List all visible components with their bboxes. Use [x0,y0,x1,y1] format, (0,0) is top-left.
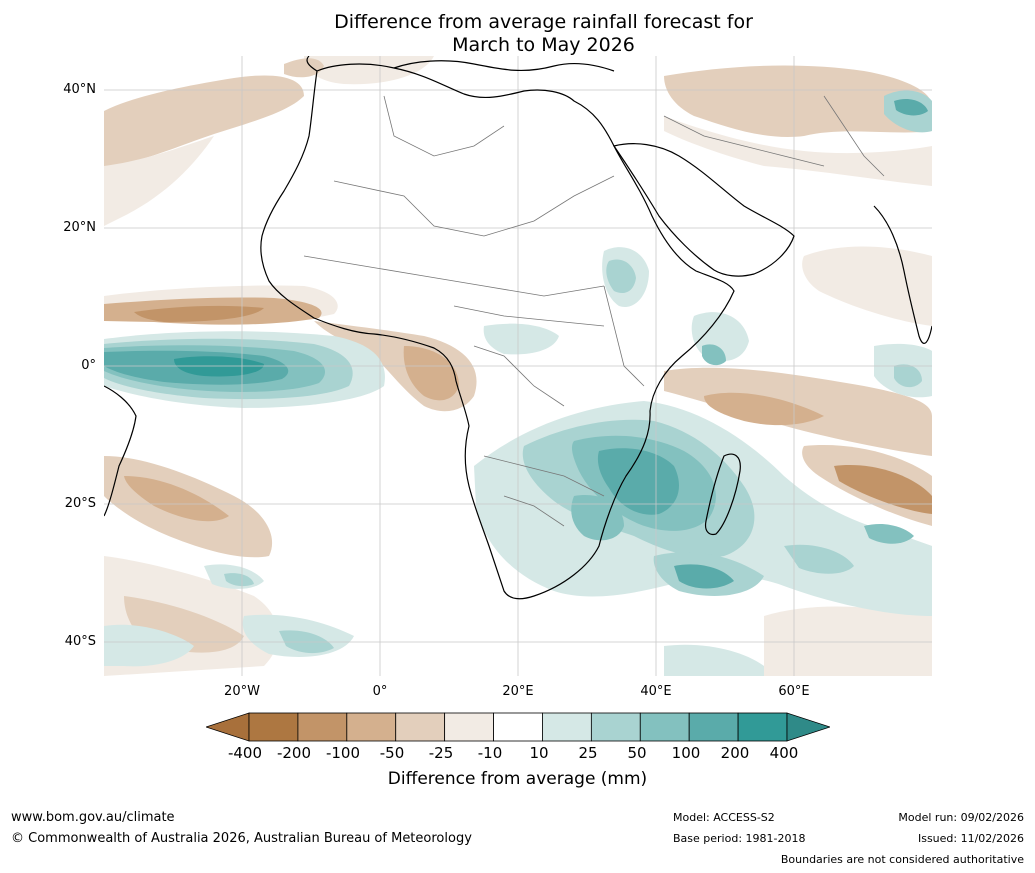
wet-anomaly-central-africa [483,323,559,355]
lat-label-40n: 40°N [63,82,96,97]
coastlines [104,56,932,600]
colorbar-label: Difference from average (mm) [387,769,648,789]
dry-anomaly-gulf-of-guinea-strong [403,346,459,401]
wet-anomaly-mozambique-south [571,495,624,541]
boundary-sahel [303,255,605,297]
colorbar-tick: 50 [627,744,647,762]
dry-anomaly-north-atlantic-light-2 [304,56,434,85]
wet-anomaly-south-indian-ocean-strong [674,564,734,589]
map-canvas [104,56,932,676]
boundary-north-africa [383,95,505,157]
india-coastline [873,205,932,344]
dry-anomaly-south-atlantic-strong [124,476,229,522]
boundary-southern-africa-1 [483,455,605,497]
chart-title-line-1: Difference from average rainfall forecas… [334,11,753,33]
lat-label-20n: 20°N [63,220,96,235]
colorbar-extend-low [206,712,250,742]
colorbar-tick: 400 [769,744,799,762]
wet-anomaly-east-indian-ocean-2 [864,524,914,544]
boundary-congo [473,345,565,407]
anomaly-shading [104,56,932,676]
colorbar-segment [493,712,543,742]
footer-model: Model: ACCESS-S2 [673,811,775,824]
lat-label-20s: 20°S [64,496,96,511]
dry-anomaly-equatorial-atlantic-strong [134,305,264,322]
colorbar-tick: -50 [379,744,405,762]
dry-anomaly-southwest-indian-ocean-strong [834,465,932,514]
colorbar-segment [639,712,690,742]
wet-anomaly-southern-ocean-west [104,624,194,667]
wet-anomaly-somalia-coast-mid [702,344,726,366]
europe-coastline [306,56,318,72]
wet-anomaly-persian-gulf-strong [894,99,928,116]
colorbar-segment [542,712,592,742]
footer-boundaries-note: Boundaries are not considered authoritat… [780,853,1024,866]
colorbar-tick: -100 [325,744,361,762]
colorbar-segments [206,712,830,742]
dry-anomaly-eastern-mediterranean [284,58,324,78]
colorbar-segment [737,712,788,742]
dry-anomaly-arabian-sea [802,246,932,326]
boundary-middle-east [663,115,825,167]
colorbar-segment [444,712,494,742]
wet-anomaly-east-africa-mid [606,259,636,294]
chart-title-line-2: March to May 2026 [452,34,635,56]
colorbar-tick: -25 [428,744,454,762]
colorbar-extend-high [786,712,830,742]
lon-label-0: 0° [372,684,388,699]
colorbar-segment [297,712,348,742]
colorbar-segment [688,712,739,742]
mediterranean-north-coastline [393,60,615,72]
footer-issued: Issued: 11/02/2026 [917,832,1024,845]
lon-label-40e: 40°E [640,684,672,699]
lon-label-20e: 20°E [502,684,534,699]
dry-anomaly-southern-ocean-east [764,606,932,676]
africa-coastline [260,63,735,600]
boundary-east-africa [603,285,645,387]
lat-label-40s: 40°S [64,634,96,649]
country-boundaries [303,95,885,527]
wet-anomaly-south-atlantic-patch-2 [224,573,254,587]
lat-label-0: 0° [81,358,96,373]
wet-anomaly-arabian-sea-mid [894,364,922,388]
footer-url: www.bom.gov.au/climate [11,810,175,825]
dry-anomaly-middle-east [664,65,932,137]
colorbar-tick: 10 [529,744,549,762]
arabian-peninsula-coastline [613,143,795,277]
colorbar-segment [248,712,299,742]
boundary-iran [823,95,885,177]
colorbar-segment [395,712,446,742]
dry-anomaly-middle-east-light [664,116,932,186]
boundary-southern-africa-2 [503,495,565,527]
footer-model-run: Model run: 09/02/2026 [898,811,1024,824]
rainfall-anomaly-map [104,56,932,676]
boundary-central-africa [453,305,605,327]
colorbar [206,712,830,742]
madagascar-coastline [704,453,741,536]
gridlines [104,56,932,676]
colorbar-segment [346,712,397,742]
south-america-coastline [104,385,137,517]
footer-copyright: © Commonwealth of Australia 2026, Austra… [11,831,472,846]
colorbar-tick: 100 [671,744,701,762]
boundary-sahara-west [333,180,485,237]
dry-anomaly-north-atlantic [104,75,304,166]
colorbar-tick: -200 [276,744,312,762]
dry-anomaly-north-atlantic-light [104,136,214,226]
wet-anomaly-mozambique [597,448,679,515]
footer-base-period: Base period: 1981-2018 [673,832,806,845]
colorbar-tick: -10 [477,744,503,762]
wet-anomaly-east-indian-ocean [784,544,854,574]
colorbar-tick: -400 [227,744,263,762]
lon-label-60e: 60°E [778,684,810,699]
colorbar-tick: 200 [720,744,750,762]
lon-label-20w: 20°W [224,684,260,699]
boundary-sahara-east [483,175,615,237]
colorbar-segment [590,712,641,742]
colorbar-tick: 25 [578,744,598,762]
wet-anomaly-southern-ocean-east [664,644,764,676]
